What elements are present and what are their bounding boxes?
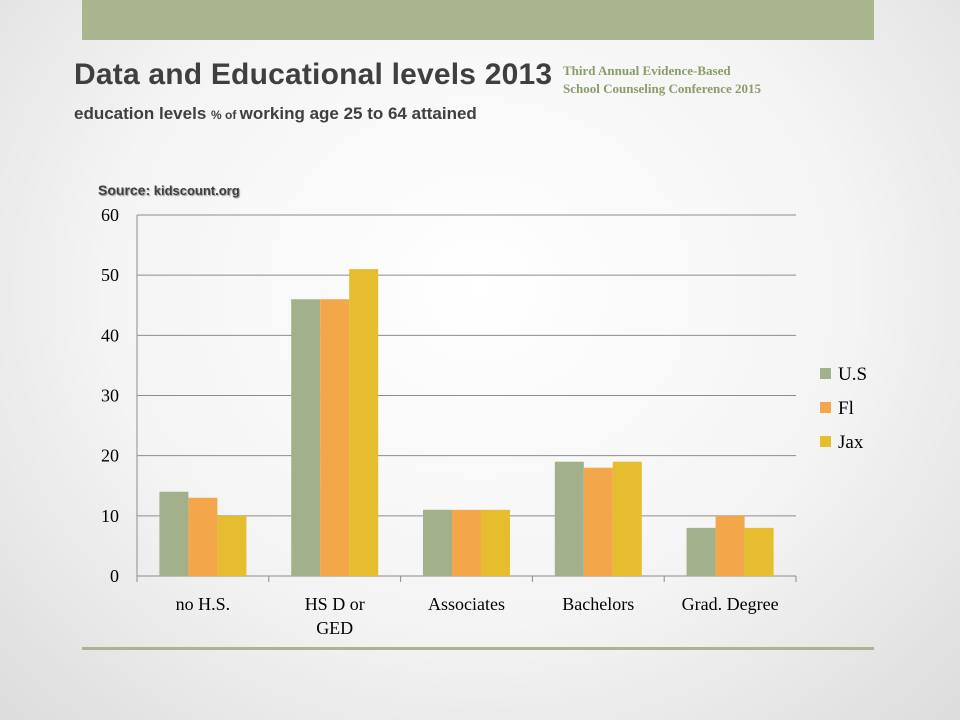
x-tick-label: Associates [428, 594, 505, 614]
bar-fl-0 [188, 497, 218, 576]
y-tick-label: 50 [101, 265, 119, 285]
legend-swatch [820, 402, 831, 413]
bar-fl-2 [452, 509, 481, 576]
x-tick-label: Bachelors [562, 594, 634, 614]
bar-jax-1 [349, 269, 379, 576]
x-tick-label: GED [316, 618, 353, 638]
x-tick-label: HS D or [305, 594, 365, 614]
subtitle-part2: working age 25 to 64 attained [239, 104, 477, 123]
subtitle-part1: education levels [74, 104, 211, 123]
bottom-accent-line [82, 647, 874, 650]
legend-label: U.S [838, 364, 867, 385]
legend-label: Fl [838, 398, 854, 419]
bar-us-4 [686, 527, 716, 576]
y-tick-label: 60 [101, 205, 119, 225]
source-label: Source: [98, 182, 151, 198]
bar-us-2 [423, 509, 452, 576]
y-tick-label: 40 [101, 325, 119, 345]
slide-title: Data and Educational levels 2013 [74, 58, 553, 91]
source-note: Source: kidscount.org [98, 182, 240, 198]
bar-fl-3 [583, 467, 613, 576]
x-tick-label: Grad. Degree [682, 594, 779, 614]
x-tick-label: no H.S. [176, 594, 231, 614]
bar-us-3 [554, 461, 584, 576]
bar-fl-1 [320, 299, 350, 576]
y-tick-label: 30 [101, 386, 119, 406]
conference-label: Third Annual Evidence-Based School Couns… [563, 63, 762, 96]
bar-us-0 [159, 491, 189, 576]
bar-jax-2 [481, 509, 510, 576]
source-value: kidscount.org [150, 183, 240, 198]
bar-jax-4 [744, 527, 774, 576]
bar-us-1 [291, 299, 321, 576]
bar-jax-3 [612, 461, 642, 576]
y-tick-label: 0 [110, 566, 119, 586]
y-tick-label: 20 [101, 446, 119, 466]
bar-jax-0 [217, 515, 247, 576]
y-tick-label: 10 [101, 506, 119, 526]
slide-subtitle: education levels % of working age 25 to … [74, 104, 477, 124]
bar-fl-4 [715, 515, 745, 576]
legend-swatch [820, 436, 831, 447]
legend-label: Jax [838, 432, 864, 453]
subtitle-small: % of [211, 108, 240, 122]
legend-swatch [820, 368, 831, 379]
top-accent-bar [82, 0, 874, 40]
